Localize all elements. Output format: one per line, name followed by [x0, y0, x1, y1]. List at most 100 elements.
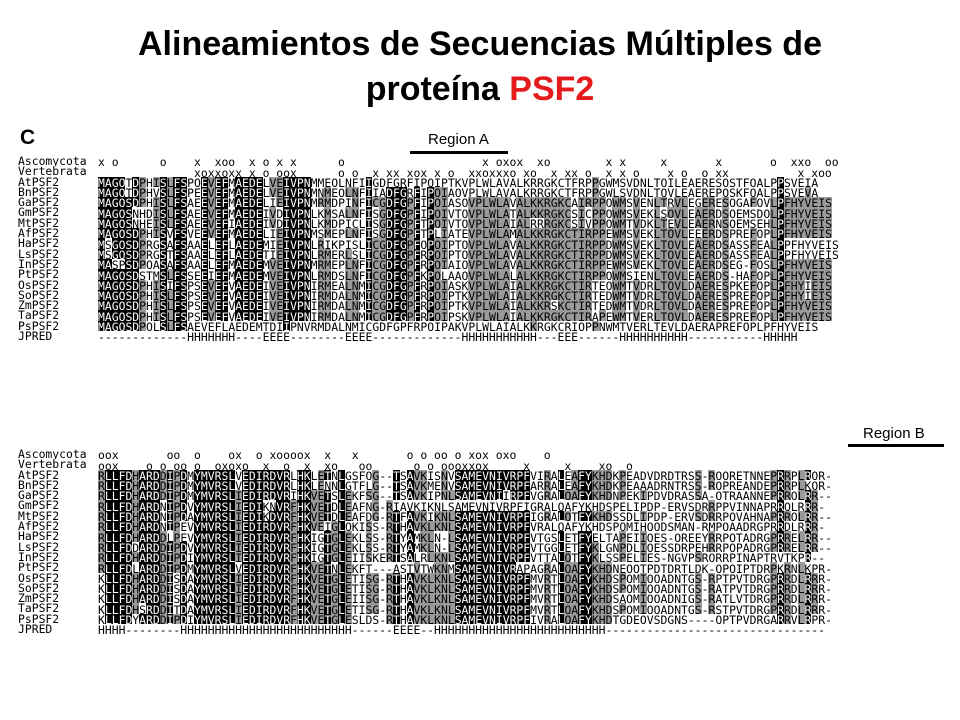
sequence-residues: MAGQSDPHISIFSPSEVEFVAEDEIVEIVPNIRMEALNMI… [98, 279, 832, 290]
sequence-residues: oox o o oo o oxoxo x o x xo oo o o oooxx… [98, 459, 633, 470]
sequence-name: ZmPSF2 [18, 300, 60, 311]
sequence-residues: RLLFDHARDDIPDMYMVRSLIEDIRDVRIHKVETSLEKFS… [98, 490, 832, 501]
sequence-residues: KLLFDHARDDISDAYMVRSLIEDIRDVRFHKVETGLEIIS… [98, 593, 832, 604]
alignment-row: LsPSF2 RLLFDDARDDIPDVYMVRSLIEDIRDVRFHKIGT… [18, 541, 954, 552]
sequence-name: SoPSF2 [18, 582, 60, 594]
sequence-residues: MAGQSDPHISLFSPSEVEFVAEDEIVEIVPNIRMDALNMI… [98, 310, 832, 321]
sequence-residues: RLLFDHARDNIPEVYMVRSLIEDIRDVRFHKVEIGLQKIS… [98, 521, 825, 532]
alignment-row: Ascomycota oox oo o ox o xoooox x x o o o… [18, 449, 954, 459]
sequence-residues: MAGQSNHEISLFSAEEVEFIAEDEIVDIVPNLKMDPICLI… [98, 217, 832, 229]
sequence-name: TaPSF2 [18, 310, 60, 321]
alignment-row: InPSF2 MASPSDPQASAFSAAELEFMAEDEMVEIVPNMRM… [18, 258, 954, 270]
sequence-name: JPRED [18, 624, 53, 635]
sequence-name: OsPSF2 [18, 572, 60, 583]
sequence-name: OsPSF2 [18, 279, 60, 290]
alignment-row: PtPSF2 MAGQSDSTMSLFSSEEIEFMAEDEMVEIVPNLRM… [18, 269, 954, 280]
alignment-row: HaPSF2 MSGQSDPRGSAFSAAELEFLAEDEMIEIVPNLRI… [18, 238, 954, 249]
sequence-residues: MAGQSDPHISLFSAEEVEFMAEDELIEIVPNMRMDPINFI… [98, 197, 832, 208]
sequence-residues: MAGQSDPHISVFSVEEVEFMAEDELIEIVPNMSMEPLNFI… [98, 228, 832, 239]
sequence-name: AtPSF2 [18, 469, 60, 480]
alignment-block-region-b: Ascomycota oox oo o ox o xoooox x x o o o… [18, 449, 954, 634]
alignment-row: AfPSF2 RLLFDHARDNIPEVYMVRSLIEDIRDVRFHKVEI… [18, 521, 954, 532]
sequence-residues: MAGQSNHDISLFSAEEVEFMAEDEIVDIVPNLKMSALNFI… [98, 207, 832, 218]
sequence-residues: KLLFDHARDDISDAYMVRSLIEDIRDVRFHKVETGLETIS… [98, 572, 832, 583]
sequence-residues: RLLFDHARDDIPDMYMVRSLVEDIRDVRLHKLETNLGSFQ… [98, 469, 832, 480]
sequence-name: MtPSF2 [18, 217, 60, 229]
sequence-name: PtPSF2 [18, 562, 60, 573]
alignment-row: SoPSF2 MAGQSDPHISLFSPSEVEFVAEDEIVEIVPNIRM… [18, 289, 954, 301]
panel-letter: C [20, 126, 36, 149]
alignment-row: GmPSF2 MAGQSNHDISLFSAEEVEFMAEDEIVDIVPNLKM… [18, 207, 954, 218]
sequence-name: GmPSF2 [18, 500, 60, 511]
sequence-residues: MAGQSDSTMSLFSSEEIEFMAEDEMVEIVPNLRMDSLNFI… [98, 269, 832, 280]
sequence-name: InPSF2 [18, 258, 60, 270]
sequence-residues: MSGQSDPRGSAFSAAELEFLAEDEMIEIVPNLRIKPISLI… [98, 238, 839, 249]
sequence-residues: MAGQTDPHISLFSPQEVEFMAEDELVEIVPNMMEQLNFII… [98, 176, 818, 187]
sequence-name: BnPSF2 [18, 186, 60, 198]
alignment-row: OsPSF2 KLLFDHARDDISDAYMVRSLIEDIRDVRFHKVET… [18, 572, 954, 583]
sequence-residues: MSGQSDPRGSTFSAAELEFLAEDETIEIVPNLRMERLSLI… [98, 248, 839, 259]
alignment-row: AfPSF2 MAGQSDPHISVFSVEEVEFMAEDELIEIVPNMSM… [18, 228, 954, 239]
sequence-name: SoPSF2 [18, 289, 60, 301]
sequence-residues: MAGQSDPHISLFSPSEVEFVAEDEIVEIVPNIRMDALNMI… [98, 300, 832, 311]
sequence-name: GaPSF2 [18, 490, 60, 501]
sequence-name: GaPSF2 [18, 197, 60, 208]
sequence-name: GmPSF2 [18, 207, 60, 218]
alignment-row: BnPSF2 RLLFDHARDDIPDMYMVRSLVEDIRDVRLHKLEN… [18, 479, 954, 491]
alignment-row: PsPSF2 KLLFDYARDDIPDIYMVRSLIEDIRDVRFHKVET… [18, 613, 954, 625]
alignment-row: Vertebrata oox o o oo o oxoxo x o x xo oo… [18, 459, 954, 469]
sequence-name: AfPSF2 [18, 521, 60, 532]
title-accent-psf2: PSF2 [509, 70, 595, 108]
alignment-row: GmPSF2 RLLFDHARDNIPDVYMVRSLIEDIKNVRFHKVET… [18, 500, 954, 511]
sequence-residues: RLLFDHARDDIPDMYMVRSLVEDIRDVRLHKLENNLGTFL… [98, 479, 832, 491]
sequence-name: JPRED [18, 331, 53, 342]
title-line-2-prefix: proteína [365, 70, 510, 108]
sequence-residues: HHHH--------HHHHHHHHHHHHHHHHHHHHHHHHH---… [98, 624, 825, 635]
alignment-row: SoPSF2 KLLFDHARDDISDAYMVRSLIEDIRDVRFHKVET… [18, 582, 954, 594]
sequence-residues: MAGQSDPHISLFSPSEVEFVAEDEIVEIVPNIRMDALNMI… [98, 289, 832, 301]
sequence-residues: KLLFDHSRDDITDAYMVRSLIEDIRDVRFHKVETGLETIS… [98, 603, 832, 614]
sequence-residues: RLLFDHARDDIPDIYMVRSLIEDIRDVRFHKIGTGLEIIS… [98, 551, 825, 563]
sequence-name: HaPSF2 [18, 531, 60, 542]
sequence-name: ZmPSF2 [18, 593, 60, 604]
page-title: Alineamientos de Secuencias Múltiples de… [0, 22, 960, 112]
sequence-name: LsPSF2 [18, 541, 60, 552]
alignment-row: ZmPSF2 KLLFDHARDDISDAYMVRSLIEDIRDVRFHKVET… [18, 593, 954, 604]
alignment-row: MtPSF2 MAGQSNHEISLFSAEEVEFIAEDEIVDIVPNLKM… [18, 217, 954, 229]
title-line-1: Alineamientos de Secuencias Múltiples de [138, 25, 822, 63]
alignment-row: GaPSF2 RLLFDHARDDIPDMYMVRSLIEDIRDVRIHKVET… [18, 490, 954, 501]
alignment-row: InPSF2 RLLFDHARDDIPDIYMVRSLIEDIRDVRFHKIGT… [18, 551, 954, 563]
alignment-row: AtPSF2 MAGQTDPHISLFSPQEVEFMAEDELVEIVPNMME… [18, 176, 954, 187]
sequence-name: LsPSF2 [18, 248, 60, 259]
region-b-label: Region B [863, 425, 925, 442]
alignment-row: PsPSF2 MAGQSDPQLSLFSAEVEFLAEDEMTDIIPNVRMD… [18, 320, 954, 332]
sequence-name: HaPSF2 [18, 238, 60, 249]
alignment-row: ZmPSF2 MAGQSDPHISLFSPSEVEFVAEDEIVEIVPNIRM… [18, 300, 954, 311]
sequence-name: AfPSF2 [18, 228, 60, 239]
sequence-name: Vertebrata [18, 459, 87, 470]
alignment-block-region-a: Ascomycota x o o x xoo x o x x o x oxox x… [18, 156, 954, 341]
sequence-name: MtPSF2 [18, 510, 60, 522]
sequence-name: Vertebrata [18, 166, 87, 177]
sequence-residues: KLLFDYARDDIPDIYMVRSLIEDIRDVRFHKVETGLESLD… [98, 613, 832, 625]
region-b-bar [848, 444, 944, 447]
sequence-residues: MASPSDPQASAFSAAELEFMAEDEMVEIVPNMRMEPLNFI… [98, 258, 832, 270]
alignment-row: JPRED HHHH--------HHHHHHHHHHHHHHHHHHHHHHH… [18, 624, 954, 634]
sequence-name: TaPSF2 [18, 603, 60, 614]
sequence-residues: RLLFDLARDDIPDMYMVRSLVEDIRDVRFHKVETNLEKFT… [98, 562, 832, 573]
sequence-residues: RLLFDHARDDLPEVYMVRSLIEDIRDVRFHKIGTGLEKLS… [98, 531, 832, 542]
alignment-row: TaPSF2 KLLFDHSRDDITDAYMVRSLIEDIRDVRFHKVET… [18, 603, 954, 614]
region-a-bar [410, 151, 508, 154]
sequence-name: Ascomycota [18, 156, 87, 167]
sequence-residues: oox oo o ox o xoooox x x o o oo o xox ox… [98, 449, 551, 460]
sequence-residues: RLLFDDARDDIPDVYMVRSLIEDIRDVRFHKIGTGLEKLS… [98, 541, 832, 552]
alignment-row: AtPSF2 RLLFDHARDDIPDMYMVRSLVEDIRDVRLHKLET… [18, 469, 954, 480]
alignment-row: LsPSF2 MSGQSDPRGSTFSAAELEFLAEDETIEIVPNLRM… [18, 248, 954, 259]
sequence-residues: -------------HHHHHHH----EEEE--------EEEE… [98, 331, 798, 342]
region-a-label: Region A [428, 131, 489, 148]
sequence-name: InPSF2 [18, 551, 60, 563]
sequence-residues: KLLFDHARDDISDAYMVRSLIEDIRDVRFHKVETGLETIS… [98, 582, 832, 594]
sequence-name: PsPSF2 [18, 613, 60, 625]
sequence-residues: MAGQTDPHVSLFSPEEVEFMAEDELVEIVPNMNMEQLNFI… [98, 186, 818, 198]
sequence-name: Ascomycota [18, 449, 87, 460]
